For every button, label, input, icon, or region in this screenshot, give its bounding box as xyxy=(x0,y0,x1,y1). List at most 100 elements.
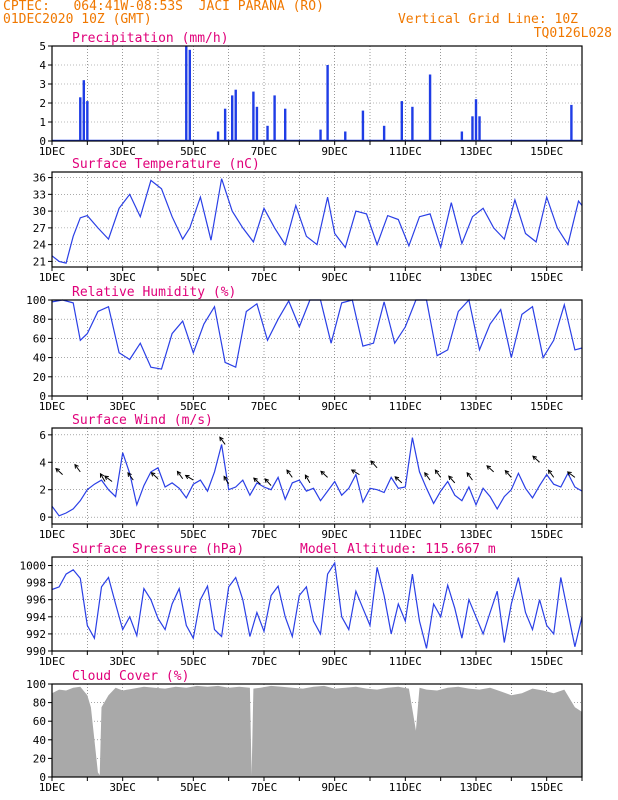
precip-bar xyxy=(570,104,573,141)
y-tick-label: 992 xyxy=(26,628,46,641)
x-tick-label: 1DEC xyxy=(39,528,66,541)
x-tick-label: 13DEC xyxy=(459,400,492,413)
y-tick-label: 1 xyxy=(39,116,46,129)
y-tick-label: 4 xyxy=(39,59,46,72)
x-tick-label: 13DEC xyxy=(459,781,492,794)
y-tick-label: 30 xyxy=(33,205,46,218)
wind-arrow xyxy=(448,475,456,484)
station-header: CPTEC: 064:41W-08:53S JACI PARANA (RO) xyxy=(3,0,324,14)
precip-bar xyxy=(82,80,85,141)
datetime-header: 01DEC2020 10Z (GMT) xyxy=(3,12,152,27)
wind-arrow xyxy=(219,436,226,445)
y-tick-label: 5 xyxy=(39,40,46,53)
y-tick-label: 2 xyxy=(39,484,46,497)
precip-bar xyxy=(474,99,478,141)
y-tick-label: 2 xyxy=(39,97,46,110)
precip-bar xyxy=(252,91,255,141)
y-tick-label: 100 xyxy=(26,678,46,691)
x-tick-label: 9DEC xyxy=(321,145,348,158)
x-tick-label: 13DEC xyxy=(459,655,492,668)
x-tick-label: 15DEC xyxy=(530,528,563,541)
x-tick-label: 7DEC xyxy=(251,271,278,284)
series-line xyxy=(51,178,583,264)
x-tick-label: 7DEC xyxy=(251,145,278,158)
x-tick-label: 7DEC xyxy=(251,655,278,668)
x-tick-label: 5DEC xyxy=(180,400,207,413)
wind-arrow-head xyxy=(566,471,572,476)
precip-bar xyxy=(400,101,403,141)
y-tick-label: 21 xyxy=(33,255,46,268)
wind-arrow-head xyxy=(55,467,60,473)
x-tick-label: 15DEC xyxy=(530,655,563,668)
x-tick-label: 7DEC xyxy=(251,400,278,413)
precip-bar xyxy=(382,125,386,141)
wind-arrow xyxy=(185,475,194,481)
panel-frame xyxy=(51,299,583,397)
panel-frame xyxy=(51,45,583,142)
x-tick-label: 1DEC xyxy=(39,400,66,413)
x-tick-label: 5DEC xyxy=(180,145,207,158)
wind-arrow xyxy=(370,460,378,469)
wind-arrow xyxy=(177,471,184,480)
wind-arrow-head xyxy=(320,470,325,476)
precip-bar xyxy=(86,101,89,141)
wind-arrow-head xyxy=(127,471,132,477)
wind-arrow-head xyxy=(223,475,228,481)
x-tick-label: 9DEC xyxy=(321,528,348,541)
wind-arrow xyxy=(286,469,293,478)
y-tick-label: 20 xyxy=(33,371,46,384)
wind-arrow-head xyxy=(350,469,356,474)
x-tick-label: 5DEC xyxy=(180,271,207,284)
x-tick-label: 1DEC xyxy=(39,781,66,794)
panel-frame xyxy=(51,427,583,525)
x-tick-label: 3DEC xyxy=(109,400,136,413)
wind-arrow xyxy=(424,472,431,481)
y-tick-label: 100 xyxy=(26,294,46,307)
x-tick-label: 9DEC xyxy=(321,655,348,668)
cloud-cover-area xyxy=(52,685,582,777)
x-tick-label: 9DEC xyxy=(321,781,348,794)
wind-arrow xyxy=(466,472,473,481)
wind-arrow-head xyxy=(394,476,400,481)
y-tick-label: 27 xyxy=(33,222,46,235)
y-tick-label: 996 xyxy=(26,594,46,607)
y-tick-label: 994 xyxy=(26,611,46,624)
y-tick-label: 0 xyxy=(39,135,46,148)
x-tick-label: 15DEC xyxy=(530,145,563,158)
x-tick-label: 11DEC xyxy=(389,781,422,794)
wind-arrow-head xyxy=(264,478,270,483)
x-tick-label: 3DEC xyxy=(109,528,136,541)
wind-arrow-head xyxy=(532,455,537,461)
panel-title: Surface Pressure (hPa) xyxy=(72,542,244,557)
x-tick-label: 5DEC xyxy=(180,781,207,794)
precip-bar xyxy=(223,108,227,141)
wind-arrow-head xyxy=(547,469,553,475)
model-altitude: Model Altitude: 115.667 m xyxy=(300,542,496,557)
precip-bar xyxy=(188,49,191,141)
series-line xyxy=(51,437,583,517)
wind-arrow-head xyxy=(150,471,156,477)
x-tick-label: 5DEC xyxy=(180,655,207,668)
precip-bar xyxy=(234,89,237,141)
wind-arrow-head xyxy=(466,471,472,477)
x-tick-label: 3DEC xyxy=(109,781,136,794)
y-tick-label: 24 xyxy=(33,239,47,252)
y-tick-label: 3 xyxy=(39,78,46,91)
wind-arrow xyxy=(486,465,495,473)
precip-bar xyxy=(319,129,322,141)
wind-arrow-head xyxy=(448,475,453,481)
wind-arrow-head xyxy=(424,471,429,477)
y-tick-label: 80 xyxy=(33,697,46,710)
wind-arrow-head xyxy=(253,477,258,483)
wind-arrow xyxy=(320,470,328,478)
wind-arrow-head xyxy=(99,472,105,478)
y-tick-label: 60 xyxy=(33,332,46,345)
y-tick-label: 1000 xyxy=(20,560,47,573)
wind-arrow xyxy=(351,469,360,476)
precip-bar xyxy=(478,116,481,141)
x-tick-label: 1DEC xyxy=(39,145,66,158)
precip-bar xyxy=(79,97,82,141)
wind-arrow xyxy=(127,472,134,481)
wind-arrow-head xyxy=(370,460,376,466)
y-tick-label: 36 xyxy=(33,172,46,185)
